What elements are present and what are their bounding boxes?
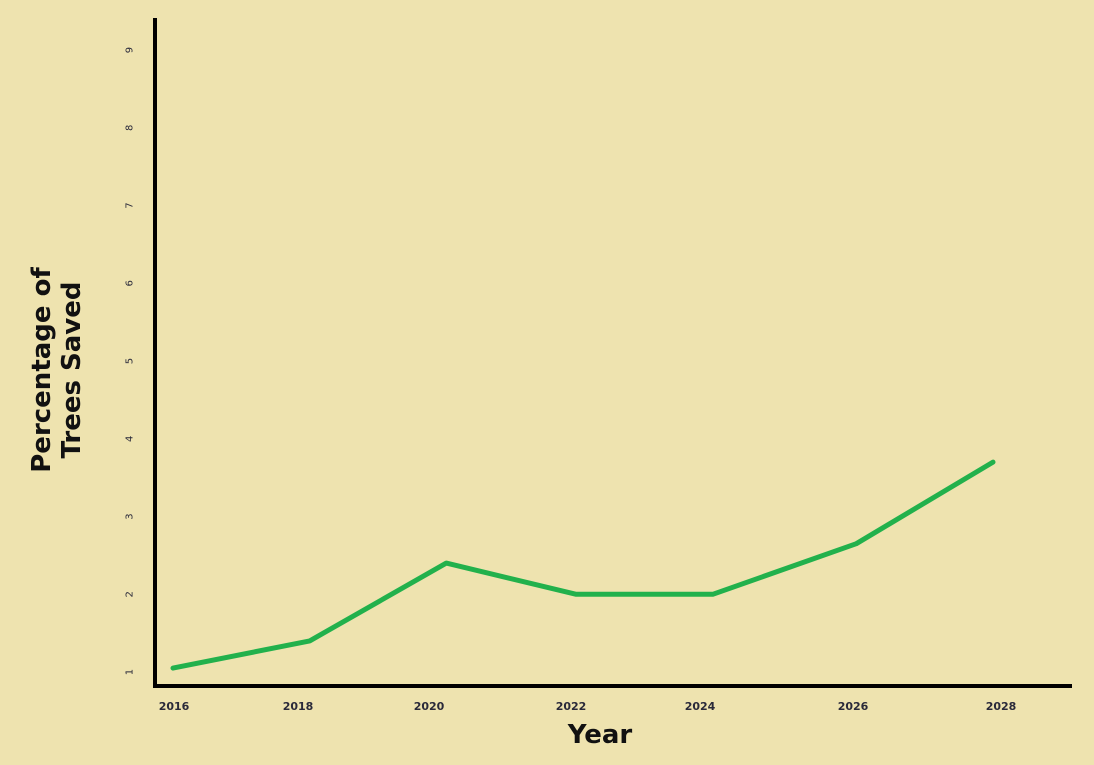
x-axis-title: Year [567, 720, 633, 750]
x-tick-label: 2018 [283, 700, 314, 713]
y-tick-label: 1 [125, 669, 136, 675]
y-tick-label: 8 [125, 125, 136, 131]
y-tick-labels: 1 2 3 4 5 6 7 8 9 [125, 47, 136, 675]
x-tick-label: 2022 [556, 700, 587, 713]
data-point [854, 541, 859, 546]
series-line [170, 459, 996, 671]
axes [153, 18, 1072, 688]
y-axis-title-line-1: Percentage of [27, 267, 57, 473]
y-axis-title: Percentage of Trees Saved [27, 267, 87, 473]
y-tick-label: 9 [125, 47, 136, 53]
data-point [171, 666, 175, 671]
data-point [574, 592, 579, 597]
x-tick-label: 2020 [414, 700, 445, 713]
y-tick-label: 6 [125, 280, 136, 286]
y-tick-label: 4 [125, 436, 136, 442]
y-tick-label: 7 [125, 202, 136, 208]
x-tick-label: 2026 [838, 700, 869, 713]
data-point [307, 638, 312, 643]
y-tick-label: 3 [125, 513, 136, 519]
data-point [991, 460, 995, 465]
y-tick-label: 5 [125, 358, 136, 364]
series-layer [170, 459, 996, 671]
x-tick-label: 2024 [685, 700, 716, 713]
x-tick-label: 2016 [159, 700, 190, 713]
x-tick-label: 2028 [986, 700, 1017, 713]
data-point [444, 561, 449, 566]
y-axis-title-line-2: Trees Saved [57, 282, 87, 459]
y-tick-label: 2 [125, 591, 136, 597]
data-point [710, 592, 715, 597]
x-tick-labels: 2016 2018 2020 2022 2024 2026 2028 [159, 700, 1017, 713]
